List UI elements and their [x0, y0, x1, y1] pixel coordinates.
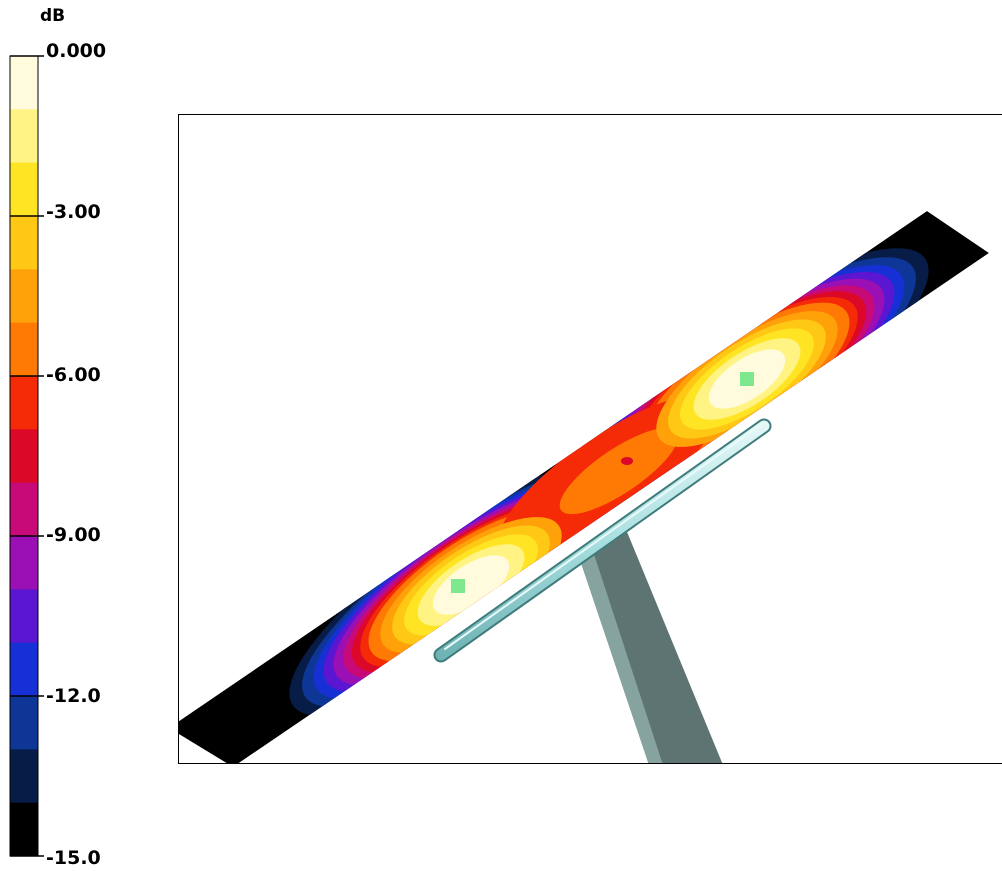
contour-mid-orange: [559, 427, 679, 515]
colorbar-band-8: [10, 482, 38, 537]
contour-mid-spot: [621, 457, 633, 465]
colorbar-band-11: [10, 642, 38, 697]
colorbar-band-13: [10, 749, 38, 804]
coverage-map-strip: [179, 211, 989, 763]
contour-core-4-0: [432, 555, 510, 615]
speaker-marker-left: [451, 579, 465, 593]
colorbar-band-4: [10, 269, 38, 324]
colorbar-band-3: [10, 216, 38, 270]
speaker-bar: [433, 418, 772, 663]
tick-label-minus9: -9.00: [46, 524, 101, 546]
colorbar-band-14: [10, 802, 38, 857]
tick-label-minus6: -6.00: [46, 364, 101, 386]
tick-label-minus15: -15.0: [46, 847, 101, 869]
colorbar-band-6: [10, 376, 38, 430]
legend-unit-label: dB: [40, 6, 66, 26]
colorbar: [9, 55, 44, 857]
colorbar-band-1: [10, 109, 38, 164]
speaker-marker-right: [740, 372, 754, 386]
colorbar-band-7: [10, 429, 38, 484]
colorbar-band-9: [10, 536, 38, 590]
colorbar-band-5: [10, 322, 38, 377]
colorbar-band-10: [10, 589, 38, 644]
colorbar-band-0: [10, 56, 38, 110]
tick-label-0: 0.000: [46, 40, 107, 62]
colorbar-band-2: [10, 162, 38, 217]
colorbar-band-12: [10, 696, 38, 750]
coverage-scene: [179, 211, 989, 763]
coverage-viewport: [178, 114, 1002, 764]
tick-label-minus3: -3.00: [46, 201, 101, 223]
mounting-pole: [577, 527, 723, 763]
tick-label-minus12: -12.0: [46, 685, 101, 707]
